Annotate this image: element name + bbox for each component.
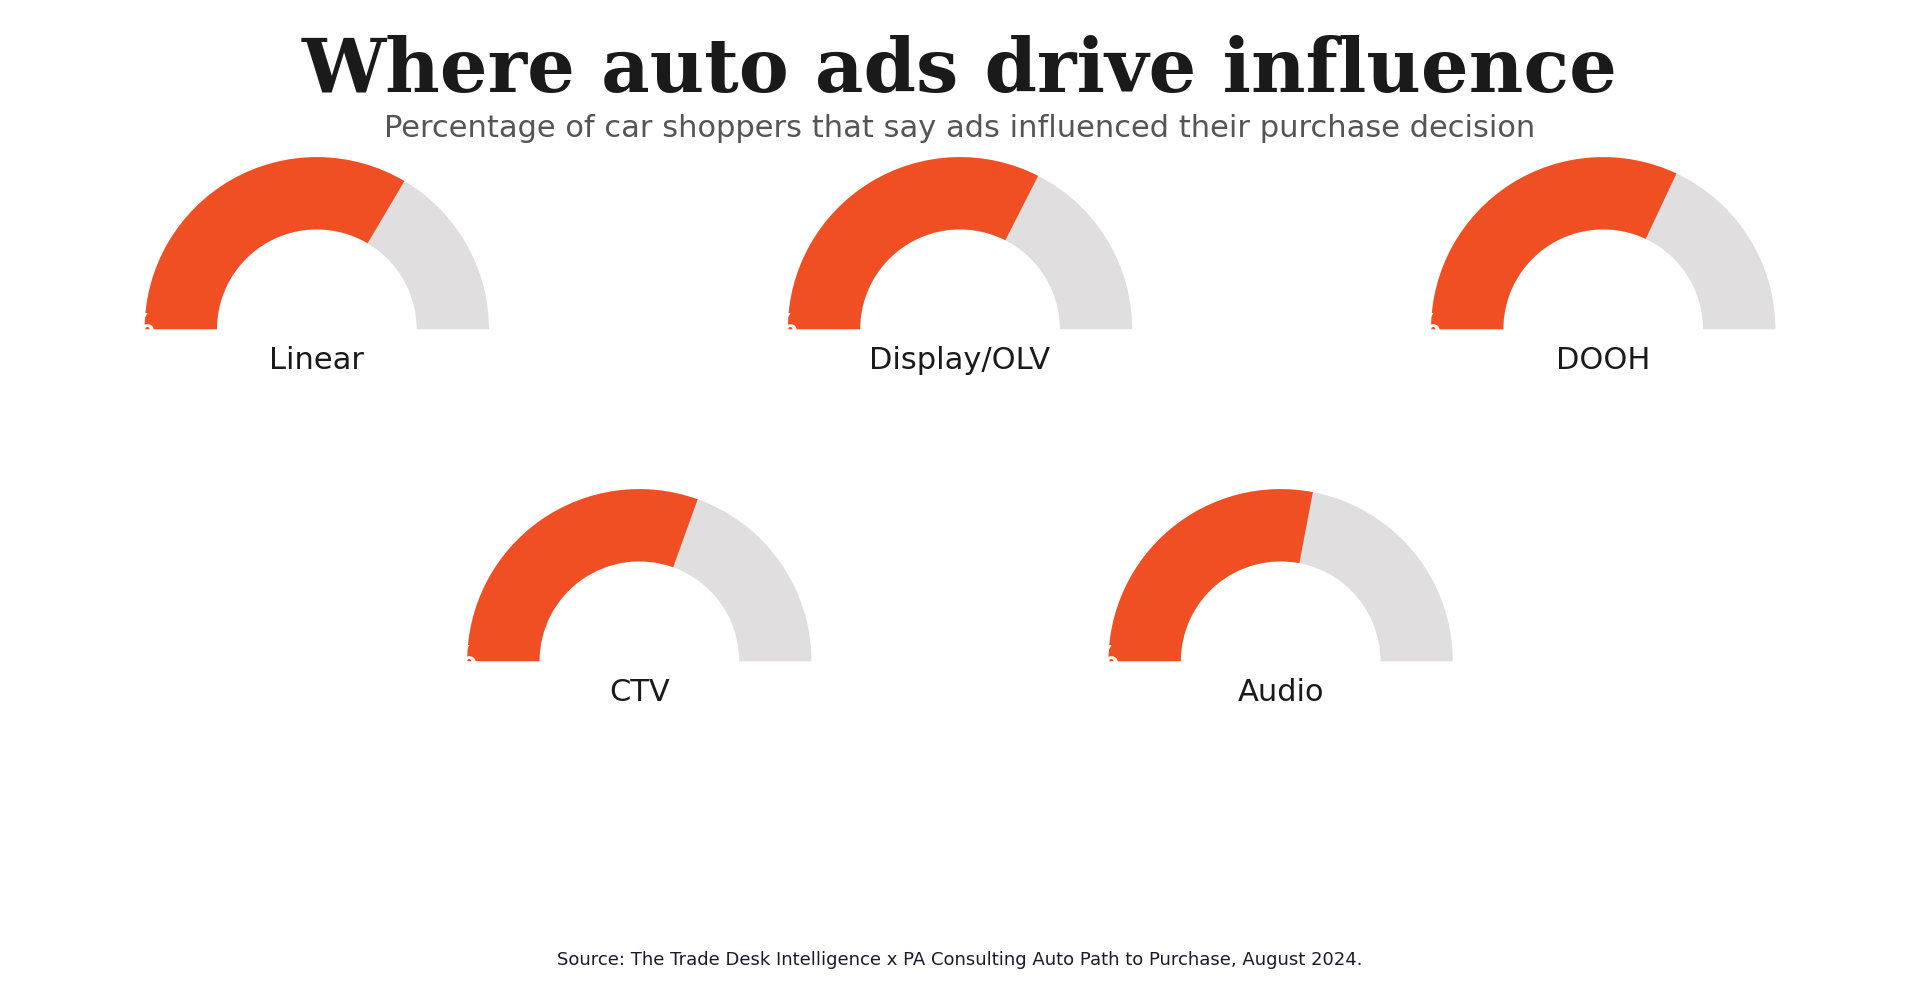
Wedge shape [1108,490,1453,661]
Text: 65%: 65% [718,312,799,345]
Text: 61%: 61% [397,644,478,677]
Wedge shape [144,158,490,329]
Text: Source: The Trade Desk Intelligence x PA Consulting Auto Path to Purchase, Augus: Source: The Trade Desk Intelligence x PA… [557,951,1363,969]
Wedge shape [787,158,1133,329]
Text: 56%: 56% [1039,644,1119,677]
Wedge shape [787,158,1039,329]
Text: Display/OLV: Display/OLV [870,347,1050,376]
Text: 64%: 64% [1361,312,1442,345]
Text: Audio: Audio [1236,679,1325,708]
Wedge shape [467,490,812,661]
Text: Linear: Linear [269,347,365,376]
Wedge shape [1108,490,1313,661]
Wedge shape [1430,158,1776,329]
Wedge shape [1430,158,1676,329]
Text: CTV: CTV [609,679,670,708]
Wedge shape [467,490,697,661]
Text: Percentage of car shoppers that say ads influenced their purchase decision: Percentage of car shoppers that say ads … [384,114,1536,143]
Text: DOOH: DOOH [1555,347,1651,376]
Text: Where auto ads drive influence: Where auto ads drive influence [301,35,1619,108]
Text: 67%: 67% [75,312,156,345]
Wedge shape [144,158,405,329]
